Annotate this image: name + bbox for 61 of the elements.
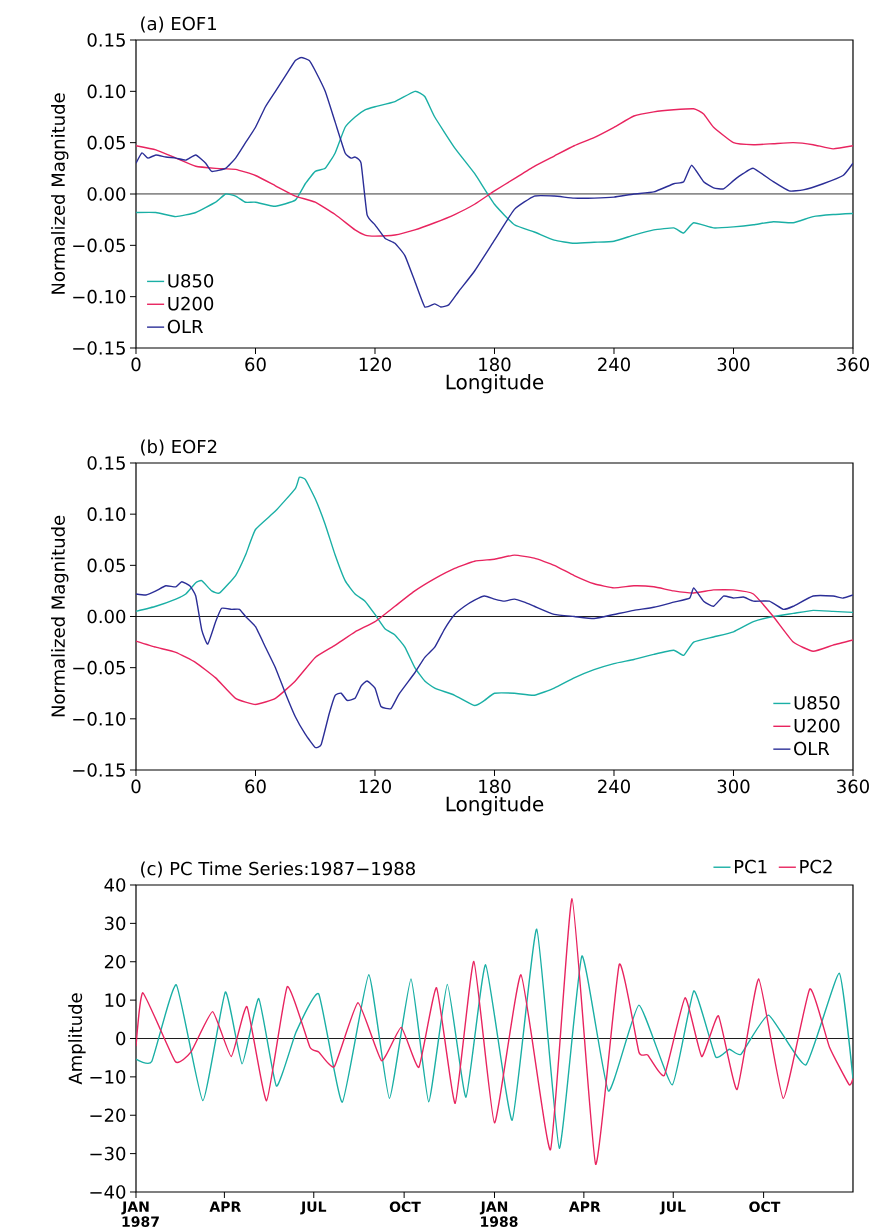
legend-label: OLR [167,319,204,334]
legend-label: U850 [794,696,840,710]
x-tick-label: 180 [479,357,511,372]
y-tick-label: −10 [90,1070,126,1084]
x-axis-title: Longitude [446,374,544,394]
y-tick-label: 0.15 [87,33,125,47]
chart-title: (c) PC Time Series:1987−1988 [141,861,415,878]
x-tick-label: 300 [717,779,750,794]
y-tick-label: 0.10 [87,84,126,99]
legend-label: U850 [168,273,214,288]
x-tick-label: 0 [131,779,141,794]
y-tick-label: 0.05 [87,135,125,150]
x-tick-label: 300 [717,357,750,372]
y-tick-label: 0 [116,1031,126,1046]
x-tick-label: 120 [359,357,391,372]
chart-title: (a) EOF1 [141,16,216,33]
x-tick-label: OCT [749,1201,781,1213]
y-axis-title: Normalized Magnitude [51,93,69,294]
x-tick-label: APR [568,1201,601,1212]
x-tick-label: 360 [837,779,869,794]
x-tick-label: 360 [837,357,869,372]
y-tick-label: −0.05 [73,660,125,675]
y-tick-label: −30 [90,1146,126,1161]
y-tick-label: 0.00 [87,609,126,624]
y-tick-label: 0.05 [87,558,125,573]
y-tick-label: 40 [104,878,126,892]
x-tick-label: 60 [245,357,266,372]
y-tick-label: 0.00 [87,187,126,201]
legend-label: PC1 [734,859,767,874]
y-tick-label: 0.10 [87,507,126,521]
y-tick-label: −0.15 [73,763,125,777]
x-axis-title: Longitude [446,796,544,816]
y-tick-label: 10 [105,993,126,1007]
x-tick-label: JUL [300,1201,327,1215]
x-tick-label: APR [209,1201,241,1212]
legend-label: OLR [794,741,830,756]
y-tick-label: −40 [90,1185,126,1199]
y-axis-title: Amplitude [68,993,86,1085]
x-tick-label: 60 [245,779,266,794]
x-tick-label: JAN 1988 [479,1201,518,1227]
x-tick-label: JAN 1987 [121,1201,159,1227]
x-tick-label: OCT [389,1201,421,1213]
x-tick-label: 180 [479,779,511,794]
x-tick-label: 240 [598,779,630,794]
legend-label: PC2 [800,859,832,874]
y-tick-label: −20 [90,1108,126,1123]
y-tick-label: −0.10 [73,712,126,726]
y-tick-label: 30 [104,916,126,931]
x-tick-label: 0 [131,357,141,372]
x-tick-label: 240 [598,357,630,372]
y-axis-title: Normalized Magnitude [51,515,69,717]
y-tick-label: 20 [104,954,126,969]
x-tick-label: 120 [359,779,391,794]
y-tick-label: −0.05 [73,238,125,253]
y-tick-label: 0.15 [87,456,125,470]
x-tick-label: JUL [659,1201,686,1215]
legend-label: U200 [794,718,840,733]
y-tick-label: −0.15 [73,341,125,355]
legend-label: U200 [168,296,214,311]
y-tick-label: −0.10 [73,289,126,304]
chart-title: (b) EOF2 [141,439,217,456]
